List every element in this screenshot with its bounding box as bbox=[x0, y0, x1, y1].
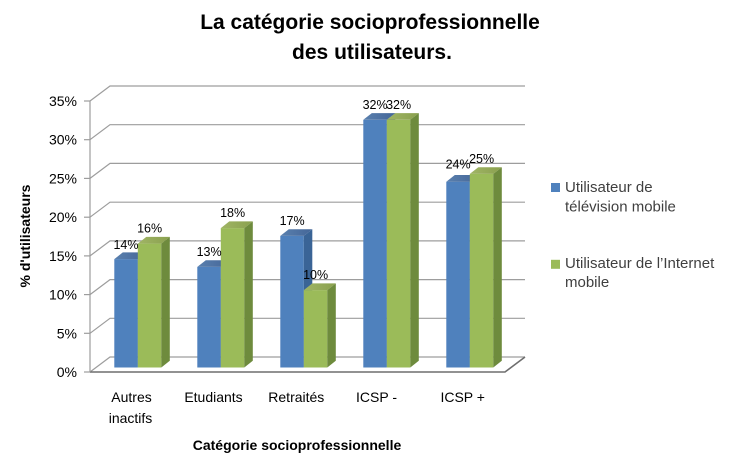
svg-text:10%: 10% bbox=[303, 268, 328, 282]
svg-text:20%: 20% bbox=[49, 209, 77, 225]
svg-text:des utilisateurs.: des utilisateurs. bbox=[292, 41, 452, 64]
svg-text:ICSP -: ICSP - bbox=[356, 389, 397, 405]
svg-text:15%: 15% bbox=[49, 248, 77, 264]
svg-text:% d'utilisateurs: % d'utilisateurs bbox=[17, 184, 33, 287]
svg-text:ICSP +: ICSP + bbox=[440, 389, 485, 405]
svg-text:Etudiants: Etudiants bbox=[184, 389, 242, 405]
svg-text:18%: 18% bbox=[220, 206, 245, 220]
svg-text:25%: 25% bbox=[469, 152, 494, 166]
svg-text:Catégorie socioprofessionnelle: Catégorie socioprofessionnelle bbox=[193, 437, 402, 453]
svg-text:5%: 5% bbox=[57, 325, 77, 341]
svg-text:32%: 32% bbox=[386, 98, 411, 112]
svg-text:Autres: Autres bbox=[111, 389, 151, 405]
svg-text:16%: 16% bbox=[137, 222, 162, 236]
svg-text:14%: 14% bbox=[113, 238, 138, 252]
svg-text:10%: 10% bbox=[49, 287, 77, 303]
svg-text:Utilisateur de: Utilisateur de bbox=[565, 179, 653, 196]
svg-text:télévision mobile: télévision mobile bbox=[565, 199, 676, 216]
svg-text:inactifs: inactifs bbox=[109, 410, 153, 426]
svg-text:mobile: mobile bbox=[565, 274, 609, 291]
svg-text:35%: 35% bbox=[49, 93, 77, 109]
svg-text:0%: 0% bbox=[57, 364, 77, 380]
svg-text:La catégorie socioprofessionne: La catégorie socioprofessionnelle bbox=[200, 11, 540, 34]
svg-text:30%: 30% bbox=[49, 132, 77, 148]
svg-text:17%: 17% bbox=[280, 214, 305, 228]
svg-text:32%: 32% bbox=[363, 98, 388, 112]
svg-text:13%: 13% bbox=[197, 245, 222, 259]
svg-text:24%: 24% bbox=[446, 158, 471, 172]
svg-text:25%: 25% bbox=[49, 170, 77, 186]
svg-text:Utilisateur de l’Internet: Utilisateur de l’Internet bbox=[565, 255, 715, 272]
svg-text:Retraités: Retraités bbox=[268, 389, 324, 405]
